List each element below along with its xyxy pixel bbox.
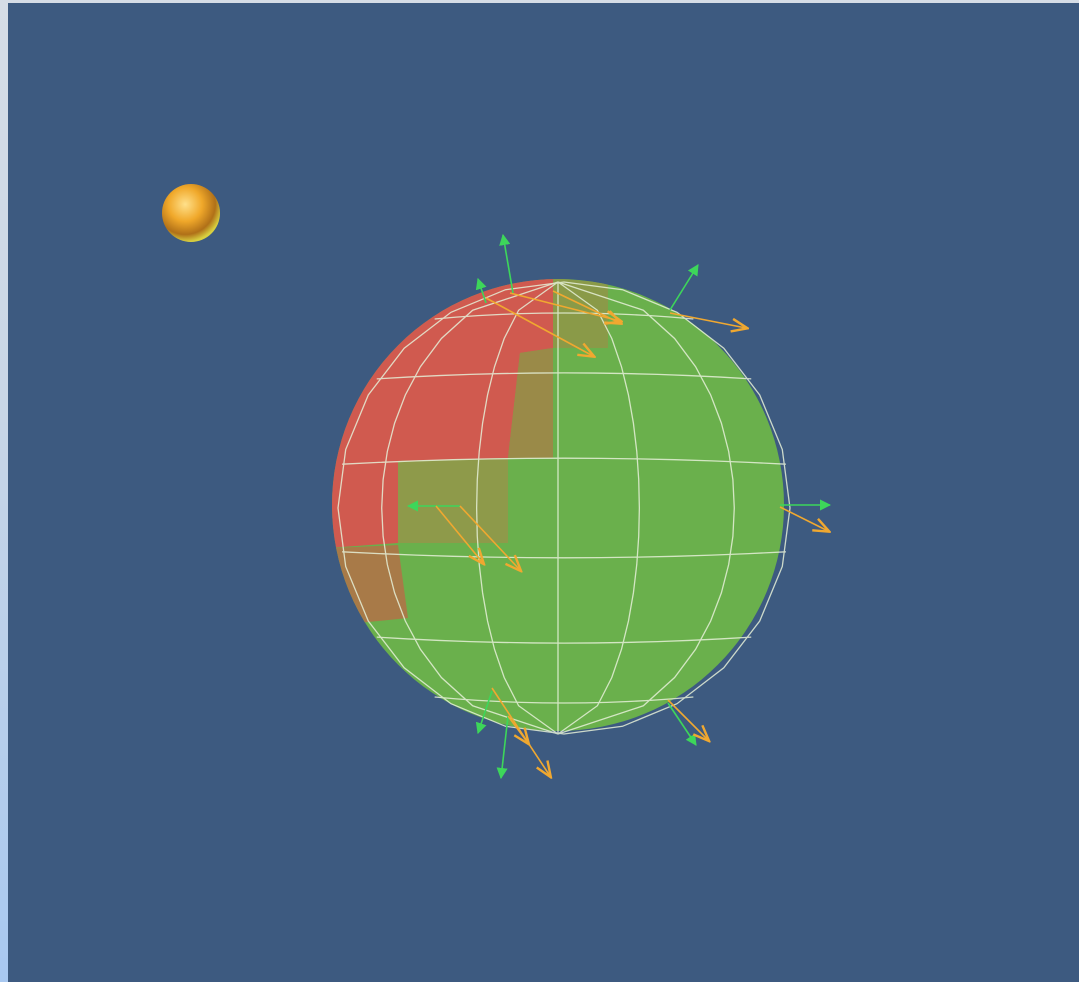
- tessellated-sphere-icon[interactable]: [328, 273, 791, 743]
- reflection-vector-arrow: [435, 505, 483, 563]
- latitude-line: [342, 551, 786, 559]
- normal-vector-arrow: [475, 690, 493, 735]
- reflection-vector-arrow: [669, 312, 746, 328]
- latitude-line: [342, 457, 786, 465]
- reflection-vector-arrow: [485, 297, 593, 356]
- scene-canvas[interactable]: [8, 3, 1079, 982]
- normal-vector-arrow: [669, 264, 699, 311]
- longitude-line: [557, 281, 735, 735]
- longitude-line: [557, 281, 641, 735]
- latitude-line: [376, 372, 752, 380]
- reflection-vector-arrow: [509, 292, 620, 321]
- normal-vector-arrow: [475, 277, 487, 304]
- light-bulb-sphere-icon[interactable]: [162, 184, 220, 242]
- reflection-vector-arrow: [459, 505, 520, 570]
- normal-vector-arrow: [499, 233, 514, 294]
- longitude-line: [381, 281, 559, 735]
- reflection-vector-arrow: [779, 506, 828, 531]
- normal-vector-arrow: [667, 702, 697, 746]
- vector-overlay: [406, 233, 830, 780]
- 3d-viewport[interactable]: [8, 3, 1079, 982]
- reflection-vector-arrow: [667, 699, 708, 740]
- latitude-line: [376, 636, 752, 644]
- sphere-wireframe: [337, 281, 791, 735]
- reflection-vector-arrow: [552, 290, 620, 323]
- normal-vector-arrow: [496, 715, 509, 780]
- longitude-line: [475, 281, 559, 735]
- reflection-vector-arrow: [507, 715, 528, 743]
- sphere-outline: [337, 281, 791, 735]
